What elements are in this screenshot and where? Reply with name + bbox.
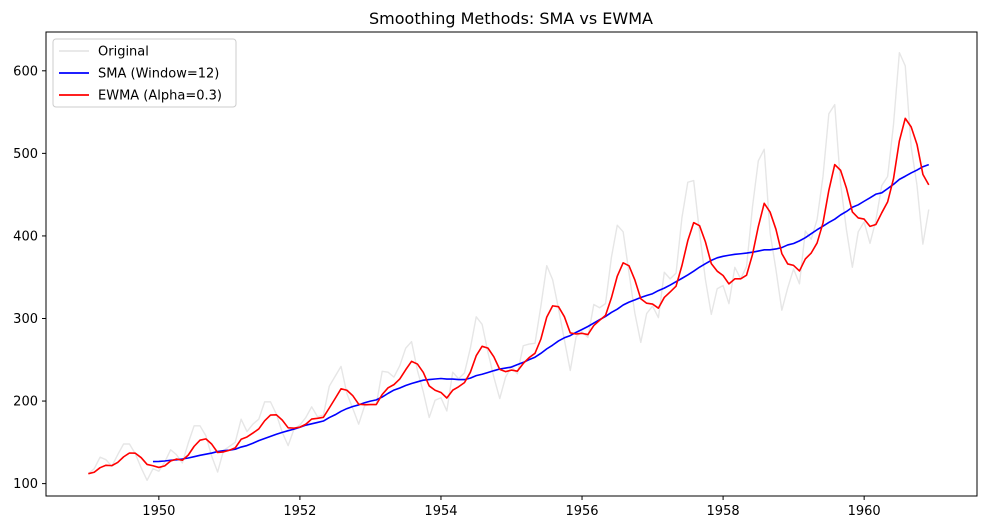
x-tick-label: 1956	[565, 504, 598, 519]
x-tick-label: 1952	[283, 504, 316, 519]
y-tick-label: 400	[13, 229, 38, 244]
legend-label: EWMA (Alpha=0.3)	[98, 89, 222, 104]
y-tick-label: 100	[13, 477, 38, 492]
x-tick-label: 1958	[707, 504, 740, 519]
legend-label: SMA (Window=12)	[98, 67, 219, 82]
legend-box	[52, 38, 237, 108]
y-tick-label: 200	[13, 395, 38, 410]
x-tick-label: 1954	[424, 504, 457, 519]
series-line-ewma-alpha-0-3	[88, 117, 930, 475]
legend-label: Original	[98, 45, 149, 60]
legend: Original SMA (Window=12) EWMA (Alpha=0.3)	[52, 38, 237, 108]
chart-title: Smoothing Methods: SMA vs EWMA	[369, 9, 653, 28]
y-tick-label: 300	[13, 312, 38, 327]
x-axis: 1950 1952 1954 1956 1958 1960	[142, 496, 881, 519]
y-tick-label: 500	[13, 147, 38, 162]
y-tick-label: 600	[13, 64, 38, 79]
x-tick-label: 1960	[848, 504, 881, 519]
series-line-original	[87, 51, 930, 482]
axes-frame	[45, 31, 978, 497]
y-axis: 100 200 300 400 500 600	[13, 64, 46, 492]
plot-area	[87, 51, 930, 482]
x-tick-label: 1950	[142, 504, 175, 519]
series-line-sma-window-12	[152, 163, 930, 463]
